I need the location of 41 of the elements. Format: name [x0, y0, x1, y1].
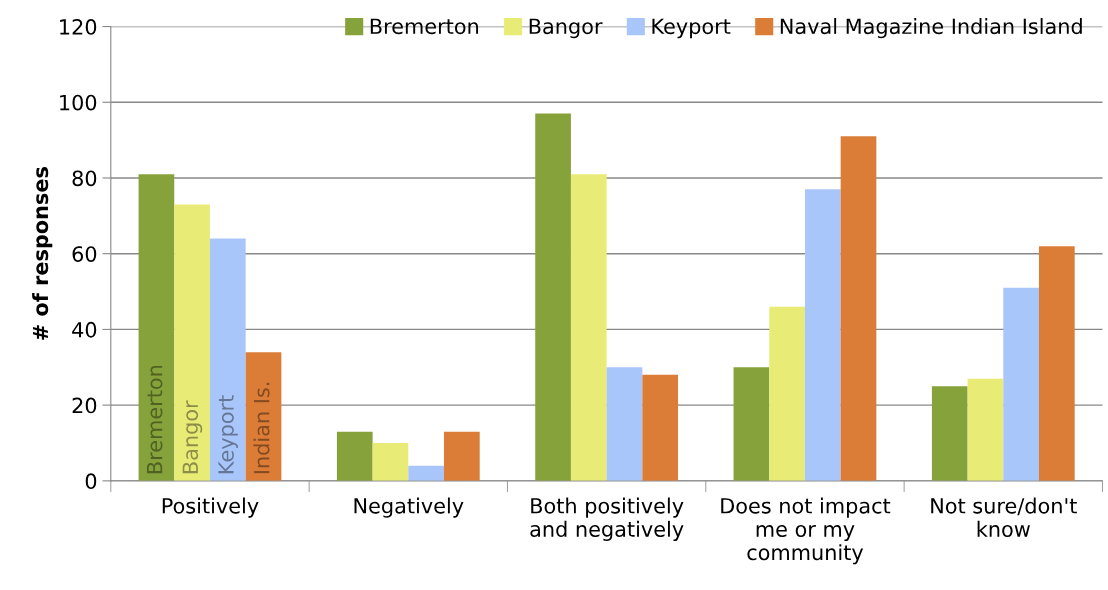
legend-label: Bremerton [370, 18, 479, 35]
annotation: Bremerton [146, 365, 163, 474]
bar [1003, 287, 1039, 481]
annotation: Keyport [218, 395, 238, 474]
bar [804, 189, 841, 481]
bar [733, 367, 770, 481]
annotation: Bangor [182, 400, 203, 474]
bar [931, 386, 968, 481]
y-tick-label: 80 [72, 170, 97, 187]
y-tick-label: 120 [60, 19, 97, 35]
y-tick-label: 40 [72, 321, 97, 338]
legend-label: Naval Magazine Indian Island [780, 18, 1082, 39]
bar [535, 113, 571, 481]
bar [840, 136, 877, 481]
x-tick-label: Both positively and negatively [530, 497, 684, 542]
bar [174, 204, 210, 481]
bar [138, 174, 175, 481]
bar [642, 374, 679, 481]
y-tick-label: 0 [85, 473, 97, 490]
y-tick-label: 100 [60, 94, 97, 111]
x-tick-label: Positively [162, 497, 259, 518]
bar [967, 378, 1004, 481]
legend-label: Keyport [652, 18, 731, 39]
y-tick-label: 60 [72, 246, 97, 262]
annotation: Indian Is. [253, 382, 270, 474]
bar [408, 465, 444, 481]
bar [570, 174, 607, 481]
y-tick-label: 20 [72, 397, 97, 414]
bar [769, 306, 805, 481]
x-tick-label: Negatively [354, 497, 464, 518]
bar [606, 367, 643, 481]
legend-label: Bangor [529, 18, 603, 39]
bar [1038, 246, 1075, 481]
y-axis-title: # of responses [32, 167, 53, 340]
bar [372, 442, 409, 481]
x-tick-label: Not sure/don't know [931, 497, 1077, 537]
x-tick-label: Does not impact me or my community [721, 497, 891, 565]
bar [444, 431, 480, 481]
bar [245, 352, 282, 481]
bar [336, 431, 373, 481]
bar [209, 238, 246, 481]
